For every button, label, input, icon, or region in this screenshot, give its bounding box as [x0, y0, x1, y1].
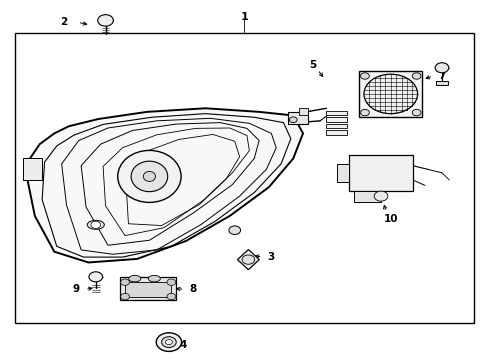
Text: 4: 4	[180, 340, 187, 350]
Ellipse shape	[128, 275, 141, 282]
Polygon shape	[27, 108, 303, 262]
Circle shape	[228, 226, 240, 234]
Circle shape	[89, 272, 102, 282]
Bar	[326, 124, 346, 129]
Bar	[299, 108, 307, 115]
Circle shape	[121, 279, 129, 285]
Ellipse shape	[131, 161, 167, 192]
Circle shape	[91, 221, 101, 228]
Circle shape	[373, 191, 387, 201]
Circle shape	[434, 63, 448, 73]
Bar	[120, 277, 176, 300]
Circle shape	[166, 279, 175, 285]
Circle shape	[289, 117, 297, 123]
Bar	[15, 33, 473, 323]
Text: 5: 5	[308, 60, 316, 70]
Circle shape	[411, 109, 420, 116]
Circle shape	[360, 109, 368, 116]
Circle shape	[411, 73, 420, 79]
Ellipse shape	[118, 150, 181, 202]
Text: 2: 2	[61, 17, 67, 27]
Bar	[326, 130, 346, 135]
Circle shape	[242, 255, 254, 264]
Text: 10: 10	[383, 215, 397, 224]
Bar	[326, 117, 346, 122]
Text: 3: 3	[267, 252, 274, 262]
Circle shape	[98, 15, 113, 26]
Bar	[125, 282, 171, 297]
Bar	[348, 155, 412, 191]
Bar	[435, 81, 447, 85]
Circle shape	[360, 73, 368, 79]
Text: 7: 7	[437, 71, 445, 81]
Circle shape	[161, 337, 176, 347]
Text: 6: 6	[394, 103, 401, 113]
Bar	[22, 158, 42, 180]
Circle shape	[166, 293, 175, 300]
Bar	[288, 112, 307, 125]
Circle shape	[156, 333, 181, 351]
Ellipse shape	[87, 220, 104, 229]
Circle shape	[165, 339, 172, 345]
Text: 9: 9	[73, 284, 80, 294]
Polygon shape	[237, 249, 259, 270]
Text: 1: 1	[240, 12, 248, 22]
Circle shape	[121, 293, 129, 300]
Bar	[353, 191, 380, 202]
Bar	[358, 71, 422, 117]
Ellipse shape	[148, 275, 160, 282]
Bar	[336, 164, 348, 182]
Circle shape	[363, 74, 417, 114]
Text: 8: 8	[189, 284, 197, 294]
Ellipse shape	[143, 171, 155, 181]
Bar	[326, 111, 346, 116]
